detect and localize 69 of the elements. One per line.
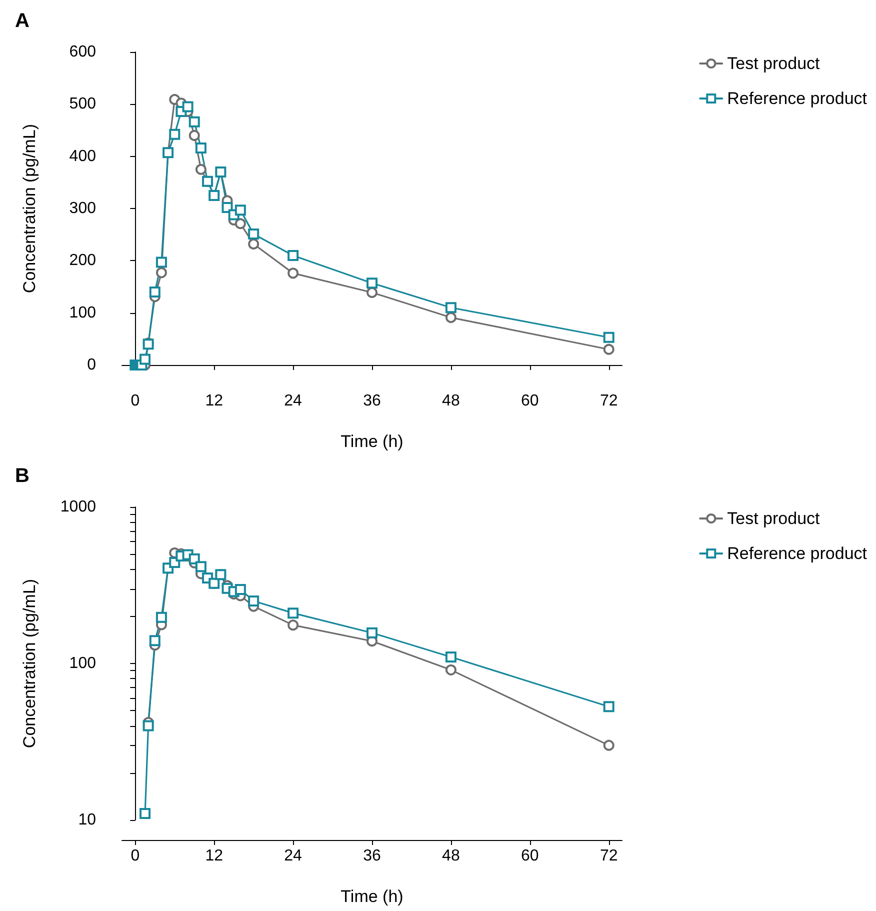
point bbox=[140, 354, 151, 365]
chart-title: B bbox=[15, 465, 30, 487]
x-tick-label: 36 bbox=[363, 848, 381, 864]
x-tick-label: 0 bbox=[130, 848, 140, 864]
point bbox=[140, 808, 151, 820]
point bbox=[288, 268, 299, 279]
y-tick-label: 100 bbox=[69, 304, 96, 322]
y-tick-label: 200 bbox=[69, 252, 96, 270]
y-tick-label: 400 bbox=[69, 148, 96, 165]
point bbox=[149, 635, 160, 646]
point bbox=[445, 302, 456, 314]
point bbox=[182, 101, 194, 112]
chart-title: A bbox=[15, 10, 30, 32]
x-tick-label: 24 bbox=[284, 848, 302, 864]
x-tick-label: 72 bbox=[600, 392, 618, 410]
point bbox=[248, 228, 260, 240]
point bbox=[188, 130, 200, 141]
point bbox=[156, 612, 167, 623]
point bbox=[156, 256, 167, 268]
point bbox=[366, 278, 378, 289]
point bbox=[603, 332, 614, 343]
x-tick-label: 48 bbox=[442, 848, 460, 864]
y-tick-label: 600 bbox=[69, 44, 96, 60]
x-tick-label: 60 bbox=[520, 848, 539, 864]
point bbox=[195, 142, 206, 154]
x-tick-label: 48 bbox=[442, 392, 460, 410]
point bbox=[248, 238, 260, 250]
y-axis-title: Concentration (pg/mL) bbox=[20, 124, 39, 294]
legend-label: Test product bbox=[727, 54, 820, 73]
point bbox=[195, 561, 206, 572]
point bbox=[234, 204, 246, 216]
y-tick-label: 500 bbox=[69, 96, 96, 113]
point bbox=[195, 164, 206, 175]
legend-label: Reference product bbox=[727, 89, 868, 108]
y-axis-title: Concentration (pg/mL) bbox=[20, 578, 39, 748]
point bbox=[288, 250, 299, 261]
point bbox=[445, 652, 456, 663]
point bbox=[603, 740, 614, 751]
point bbox=[169, 128, 180, 140]
y-tick-label: 100 bbox=[69, 655, 96, 672]
point bbox=[188, 116, 200, 128]
point bbox=[248, 595, 260, 606]
point bbox=[603, 701, 614, 712]
point bbox=[234, 584, 246, 596]
x-tick-label: 24 bbox=[284, 392, 302, 410]
x-tick-label: 60 bbox=[520, 392, 539, 410]
point bbox=[366, 627, 378, 638]
x-tick-label: 72 bbox=[600, 848, 618, 864]
point bbox=[603, 344, 614, 355]
point bbox=[142, 720, 154, 732]
point bbox=[288, 620, 299, 631]
legend-label: Reference product bbox=[727, 544, 868, 563]
x-axis-title: Time (h) bbox=[340, 432, 404, 451]
y-tick-label: 0 bbox=[87, 356, 96, 374]
point bbox=[445, 312, 456, 324]
point bbox=[156, 267, 167, 278]
point bbox=[288, 608, 299, 619]
point bbox=[149, 286, 160, 298]
point bbox=[234, 218, 246, 230]
y-tick-label: 10 bbox=[78, 812, 96, 828]
x-axis-title: Time (h) bbox=[340, 887, 404, 906]
x-tick-label: 12 bbox=[205, 392, 224, 410]
y-tick-label: 300 bbox=[69, 200, 96, 217]
point bbox=[445, 664, 456, 676]
legend-label: Test product bbox=[727, 509, 820, 528]
x-tick-label: 0 bbox=[130, 392, 140, 410]
y-tick-label: 1000 bbox=[60, 498, 96, 516]
x-tick-label: 12 bbox=[205, 848, 224, 864]
x-tick-label: 36 bbox=[363, 392, 381, 410]
